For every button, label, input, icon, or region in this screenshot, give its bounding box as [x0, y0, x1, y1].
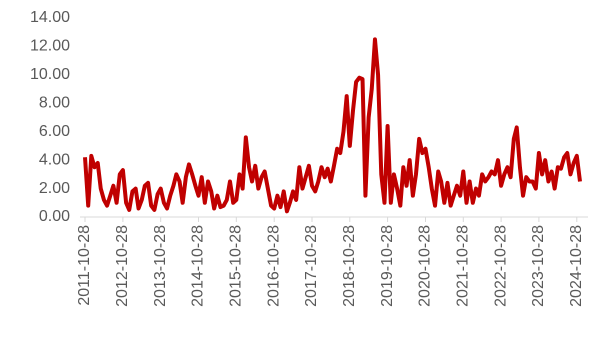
y-tick-label: 6.00	[39, 123, 70, 140]
y-tick-label: 10.00	[30, 66, 70, 83]
x-tick-label: 2019-10-28	[379, 225, 396, 307]
x-tick-label: 2022-10-28	[492, 225, 509, 307]
line	[83, 37, 582, 214]
y-tick-label: 12.00	[30, 38, 70, 55]
y-tick-label: 2.00	[39, 180, 70, 197]
y-tick-label: 0.00	[39, 208, 70, 225]
y-tick-label: 14.00	[30, 9, 70, 26]
x-tick-label: 2016-10-28	[265, 225, 282, 307]
x-tick-label: 2013-10-28	[152, 225, 169, 307]
y-tick-label: 4.00	[39, 151, 70, 168]
x-tick-label: 2021-10-28	[455, 225, 472, 307]
x-tick-label: 2020-10-28	[417, 225, 434, 307]
x-tick-label: 2011-10-28	[76, 225, 93, 306]
y-tick-label: 8.00	[39, 95, 70, 112]
x-tick-label: 2017-10-28	[303, 225, 320, 307]
x-tick-label: 2014-10-28	[190, 225, 207, 307]
x-tick-label: 2018-10-28	[341, 225, 358, 307]
x-tick-label: 2023-10-28	[530, 225, 547, 307]
x-tick-label: 2015-10-28	[228, 225, 245, 307]
x-tick-label: 2012-10-28	[114, 225, 131, 307]
x-tick-label: 2024-10-28	[568, 225, 585, 307]
